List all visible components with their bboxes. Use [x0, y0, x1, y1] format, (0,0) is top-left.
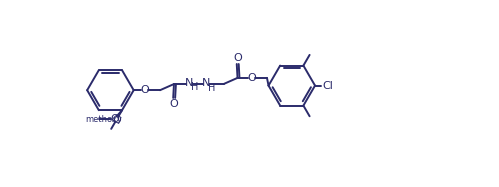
- Text: H: H: [208, 83, 216, 93]
- Text: O: O: [233, 53, 242, 63]
- Text: O: O: [170, 99, 178, 109]
- Text: Cl: Cl: [323, 81, 334, 91]
- Text: O: O: [140, 85, 149, 95]
- Text: H: H: [191, 82, 199, 92]
- Text: N: N: [185, 77, 194, 88]
- Text: methoxy: methoxy: [85, 115, 122, 124]
- Text: O: O: [110, 114, 119, 124]
- Text: O: O: [247, 73, 256, 83]
- Text: O: O: [112, 115, 121, 125]
- Text: N: N: [202, 77, 211, 88]
